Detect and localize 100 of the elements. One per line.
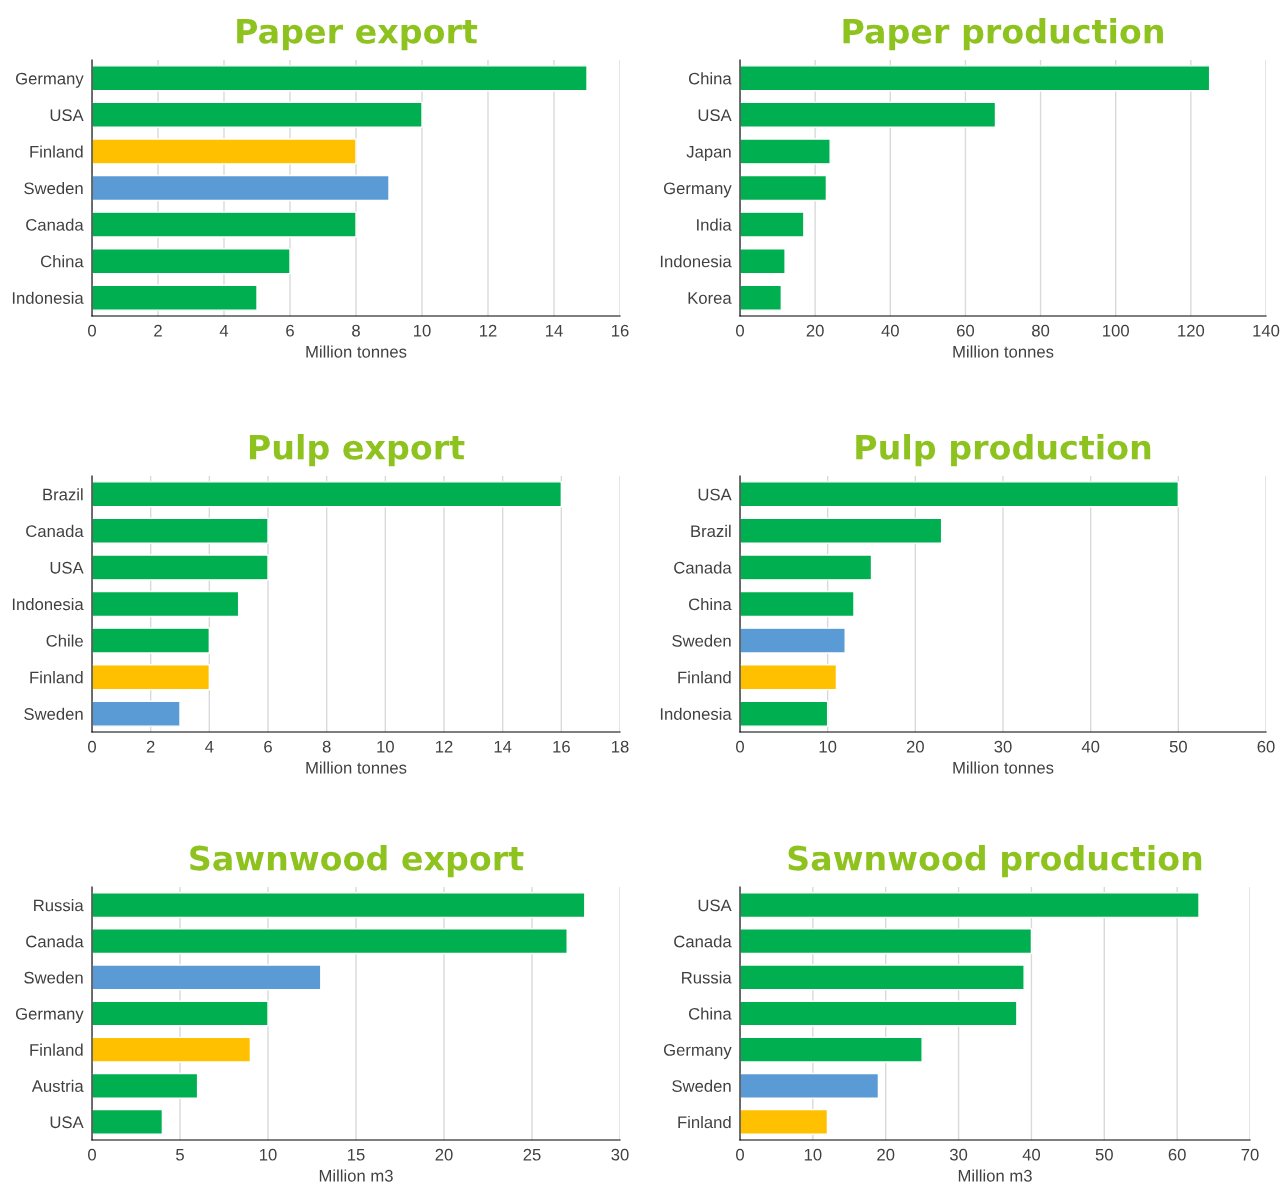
- x-tick-label: 2: [154, 324, 162, 337]
- x-tick-label: 12: [480, 324, 497, 337]
- x-tick-label: 0: [736, 324, 744, 337]
- x-tick-label: 60: [1168, 1148, 1186, 1161]
- x-tick-label: 6: [286, 324, 294, 337]
- bar: [740, 101, 997, 128]
- x-tick-label: 60: [1257, 740, 1275, 753]
- x-tick-label: 10: [414, 324, 431, 337]
- bar: [92, 517, 269, 544]
- bar: [92, 284, 258, 311]
- bar: [740, 284, 783, 311]
- x-tick-label: 18: [612, 740, 629, 753]
- bar: [92, 1072, 199, 1099]
- x-tick-label: 8: [352, 324, 360, 337]
- y-tick-label: Korea: [688, 292, 732, 304]
- x-axis-title: Million tonnes: [306, 761, 407, 774]
- chart-title: Paper export: [237, 19, 478, 51]
- bar: [92, 928, 568, 955]
- y-tick-label: Finland: [30, 671, 83, 684]
- x-tick-label: 80: [1032, 324, 1050, 337]
- y-tick-label: Sweden: [24, 181, 83, 195]
- x-tick-label: 30: [994, 740, 1012, 753]
- x-tick-label: 15: [348, 1148, 365, 1161]
- chart-title: Sawnwood export: [190, 845, 524, 878]
- bar: [740, 211, 805, 238]
- y-tick-label: Sweden: [24, 707, 83, 720]
- y-tick-label: Canada: [674, 935, 732, 948]
- bar: [92, 892, 586, 919]
- y-tick-label: India: [697, 218, 732, 231]
- y-tick-label: Indonesia: [12, 597, 84, 611]
- x-tick-label: 25: [523, 1148, 541, 1161]
- bar: [740, 700, 829, 727]
- x-axis-title: Million tonnes: [953, 761, 1054, 774]
- bar: [92, 627, 211, 654]
- bar: [92, 1000, 269, 1027]
- bar: [740, 928, 1033, 955]
- bar: [740, 174, 828, 202]
- bar: [92, 554, 269, 581]
- x-tick-label: 10: [804, 1148, 822, 1161]
- y-tick-label: USA: [50, 1116, 84, 1129]
- bar: [740, 590, 855, 618]
- bar: [740, 554, 873, 581]
- x-tick-label: 40: [1022, 1148, 1041, 1161]
- bar: [92, 964, 322, 991]
- x-tick-label: 14: [494, 740, 512, 753]
- x-tick-label: 50: [1169, 740, 1187, 753]
- y-tick-label: China: [688, 1007, 732, 1020]
- x-tick-label: 4: [219, 324, 229, 337]
- bar: [92, 481, 563, 508]
- x-axis-title: Million m3: [958, 1169, 1032, 1182]
- y-tick-label: Russia: [682, 971, 732, 984]
- y-tick-label: Finland: [30, 1043, 83, 1056]
- bar: [92, 1108, 164, 1135]
- bar: [92, 138, 357, 165]
- bar: [740, 1036, 923, 1063]
- bar: [740, 664, 838, 691]
- bar: [740, 1000, 1018, 1027]
- y-tick-label: Sweden: [672, 1079, 731, 1092]
- x-tick-label: 20: [906, 740, 924, 753]
- x-tick-label: 60: [957, 324, 975, 337]
- y-tick-label: Germany: [663, 1044, 732, 1060]
- x-tick-label: 0: [88, 324, 96, 337]
- y-tick-label: USA: [698, 109, 732, 122]
- y-tick-label: China: [688, 72, 732, 85]
- y-tick-label: Finland: [30, 145, 83, 158]
- x-tick-label: 70: [1241, 1148, 1259, 1161]
- y-tick-label: Sweden: [24, 971, 83, 984]
- x-tick-label: 140: [1253, 324, 1280, 337]
- bar: [92, 1036, 252, 1063]
- bar: [740, 892, 1200, 919]
- chart-title: Pulp production: [856, 434, 1151, 467]
- bar: [740, 517, 943, 544]
- x-tick-label: 100: [1103, 324, 1129, 337]
- y-tick-label: Brazil: [691, 524, 731, 538]
- x-tick-label: 2: [146, 740, 155, 753]
- x-axis-title: Million tonnes: [953, 345, 1054, 358]
- y-tick-label: Finland: [678, 671, 731, 684]
- y-tick-label: Canada: [26, 935, 84, 948]
- bar: [740, 248, 786, 275]
- y-tick-label: USA: [698, 899, 732, 912]
- x-tick-label: 10: [260, 1148, 277, 1161]
- bar: [92, 590, 240, 618]
- y-tick-label: Germany: [15, 1007, 84, 1023]
- bar: [740, 481, 1180, 508]
- bar: [92, 65, 588, 92]
- x-tick-label: 16: [553, 740, 570, 753]
- bar: [92, 664, 211, 691]
- y-tick-label: Sweden: [672, 634, 731, 647]
- x-tick-label: 6: [264, 740, 272, 753]
- chart-title: Sawnwood production: [788, 845, 1202, 878]
- y-tick-label: Russia: [34, 899, 84, 912]
- y-tick-label: Finland: [678, 1115, 731, 1129]
- y-tick-label: USA: [50, 561, 84, 574]
- x-tick-label: 0: [88, 740, 96, 753]
- bar: [740, 627, 846, 654]
- bar: [92, 700, 181, 727]
- x-tick-label: 0: [736, 1148, 744, 1161]
- y-tick-label: China: [688, 597, 732, 611]
- y-tick-label: Indonesia: [12, 291, 84, 304]
- y-tick-label: Indonesia: [660, 255, 732, 268]
